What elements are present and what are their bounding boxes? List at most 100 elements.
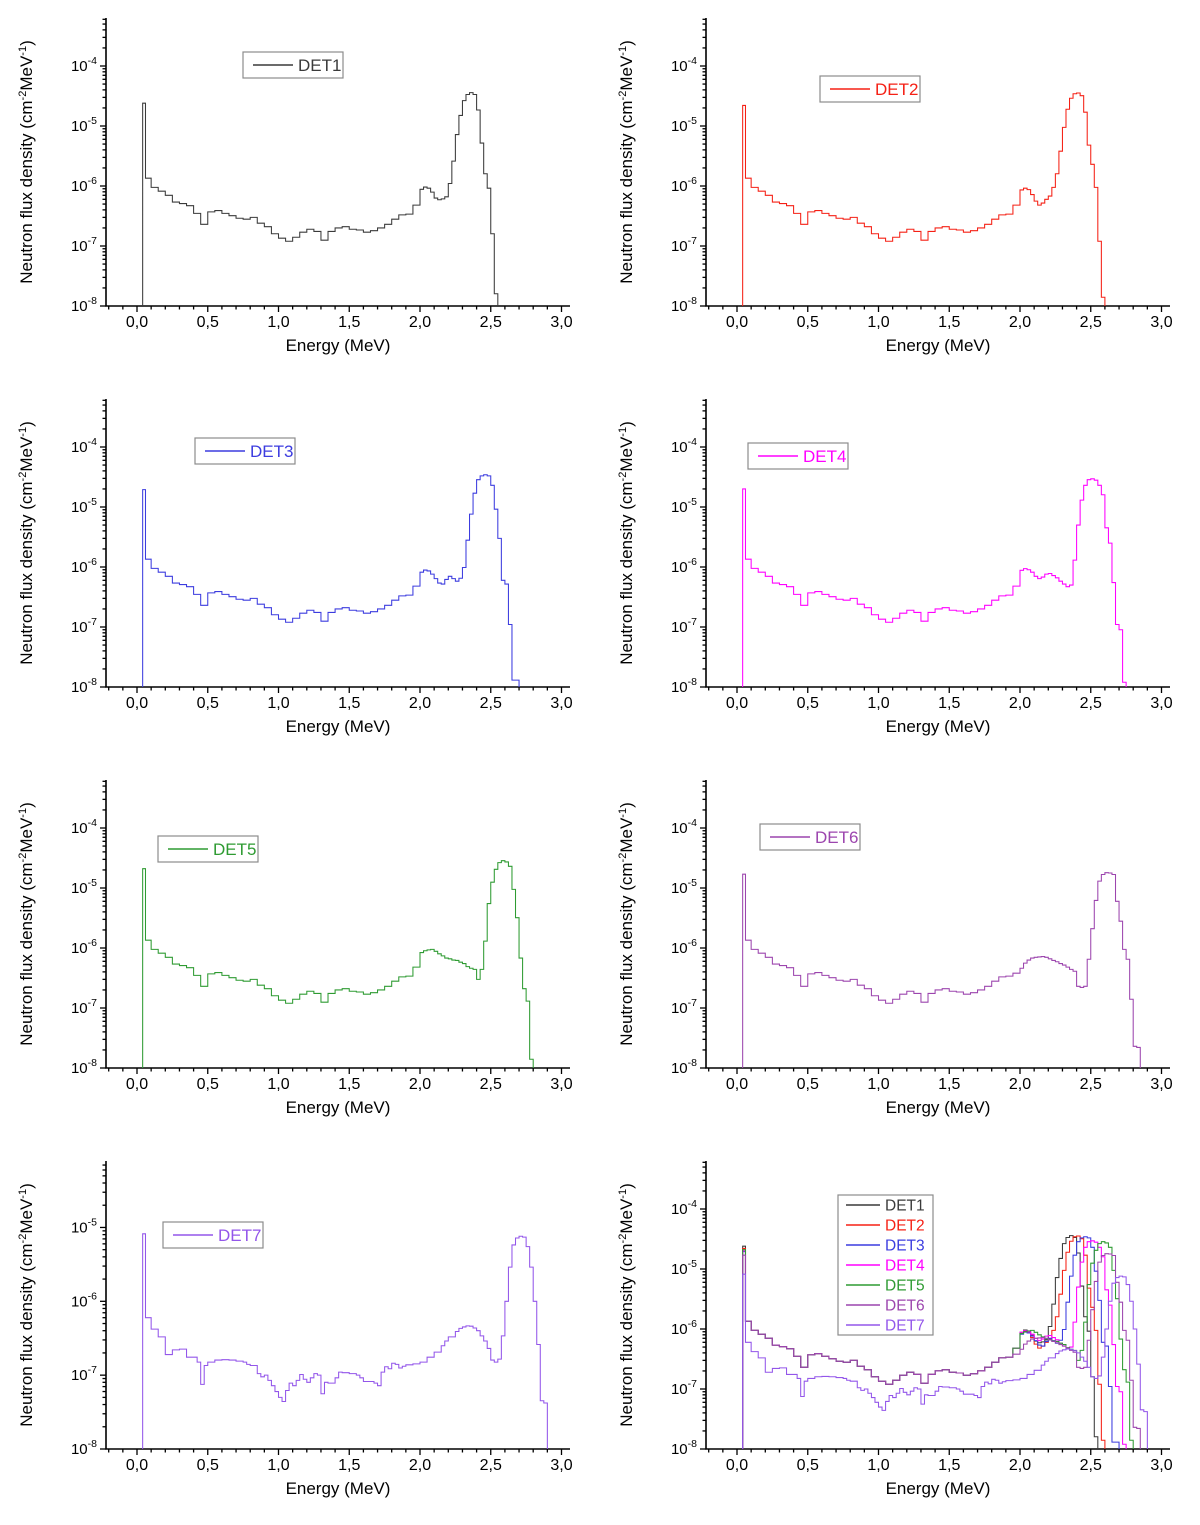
x-tick-label: 0,5	[797, 1457, 819, 1474]
x-tick-label: 0,0	[726, 1457, 748, 1474]
y-tick-label: 10-8	[71, 1057, 97, 1077]
x-tick-label: 3,0	[1150, 1457, 1172, 1474]
x-tick-label: 2,5	[480, 1457, 502, 1474]
chart-panel-det1: 0,0 0,5 1,0 1,5 2,0 2,5 3,0 10-8 10-7 10-6 10-5 10-…	[17, 18, 573, 355]
x-tick-label: 3,0	[1150, 314, 1172, 331]
x-tick-label: 1,0	[267, 1457, 289, 1474]
axes-lines	[105, 399, 570, 688]
x-tick-label: 1,5	[938, 1457, 960, 1474]
y-tick-label: 10-7	[671, 616, 697, 636]
x-tick-label: 1,0	[867, 1457, 889, 1474]
y-axis-title: Neutron flux density (cm-2MeV-1)	[617, 802, 636, 1046]
y-axis-title: Neutron flux density (cm-2MeV-1)	[17, 421, 36, 665]
y-tick-label: 10-6	[671, 175, 697, 195]
legend-item-DET3: DET3	[250, 442, 293, 461]
y-tick-label: 10-5	[671, 115, 697, 135]
x-tick-label: 1,0	[867, 1076, 889, 1093]
y-tick-label: 10-4	[71, 817, 97, 837]
x-tick-label: 1,0	[267, 695, 289, 712]
x-tick-label: 1,5	[338, 314, 360, 331]
y-tick-label: 10-4	[671, 817, 697, 837]
y-axis-title: Neutron flux density (cm-2MeV-1)	[17, 1183, 36, 1427]
chart-panel-det7: 0,0 0,5 1,0 1,5 2,0 2,5 3,0 10-8 10-7 10-6 10-5 Ene…	[17, 1161, 573, 1498]
y-tick-label: 10-4	[71, 436, 97, 456]
y-tick-label: 10-6	[71, 556, 97, 576]
curve-DET7	[142, 1233, 548, 1449]
x-tick-label: 2,0	[409, 695, 431, 712]
y-tick-label: 10-8	[671, 676, 697, 696]
legend-item-DET2: DET2	[885, 1218, 925, 1235]
x-axis-title: Energy (MeV)	[886, 1098, 991, 1117]
y-tick-label: 10-5	[71, 496, 97, 516]
y-tick-label: 10-5	[71, 877, 97, 897]
y-tick-label: 10-5	[71, 1216, 97, 1236]
chart-panel-det3: 0,0 0,5 1,0 1,5 2,0 2,5 3,0 10-8 10-7 10-6 10-5 10-…	[17, 399, 573, 736]
x-tick-label: 0,5	[797, 1076, 819, 1093]
y-axis-title: Neutron flux density (cm-2MeV-1)	[17, 802, 36, 1046]
x-tick-label: 0,0	[126, 695, 148, 712]
x-tick-label: 0,5	[197, 1076, 219, 1093]
axes-lines	[705, 780, 1170, 1069]
y-tick-label: 10-8	[671, 295, 697, 315]
curve-DET3	[142, 474, 520, 687]
chart-panel-combined: 0,0 0,5 1,0 1,5 2,0 2,5 3,0 10-8 10-7 10-6 10-5 10-…	[617, 1161, 1173, 1498]
x-tick-label: 2,0	[409, 1076, 431, 1093]
curve-DET6	[742, 872, 1141, 1068]
x-tick-label: 1,5	[938, 695, 960, 712]
y-tick-label: 10-5	[671, 1258, 697, 1278]
x-tick-label: 1,0	[267, 314, 289, 331]
y-axis-title: Neutron flux density (cm-2MeV-1)	[617, 40, 636, 284]
y-tick-label: 10-6	[71, 1290, 97, 1310]
y-tick-label: 10-4	[671, 55, 697, 75]
x-tick-label: 0,5	[797, 695, 819, 712]
axes-lines	[105, 1161, 570, 1450]
x-tick-label: 1,0	[867, 314, 889, 331]
x-tick-label: 0,0	[126, 1076, 148, 1093]
chart-panel-det2: 0,0 0,5 1,0 1,5 2,0 2,5 3,0 10-8 10-7 10-6 10-5 10-…	[617, 18, 1173, 355]
y-tick-label: 10-8	[671, 1057, 697, 1077]
x-tick-label: 3,0	[550, 314, 572, 331]
y-tick-label: 10-8	[71, 676, 97, 696]
y-tick-label: 10-6	[671, 556, 697, 576]
y-tick-label: 10-4	[71, 55, 97, 75]
x-tick-label: 3,0	[1150, 1076, 1172, 1093]
x-tick-label: 3,0	[550, 1076, 572, 1093]
x-axis-title: Energy (MeV)	[286, 717, 391, 736]
axes-lines	[705, 18, 1170, 307]
x-tick-label: 2,5	[1080, 314, 1102, 331]
y-tick-label: 10-6	[71, 175, 97, 195]
y-tick-label: 10-6	[671, 1318, 697, 1338]
x-tick-label: 0,0	[726, 314, 748, 331]
x-tick-label: 2,0	[1009, 1457, 1031, 1474]
x-axis-title: Energy (MeV)	[286, 1098, 391, 1117]
y-tick-label: 10-4	[671, 1198, 697, 1218]
x-tick-label: 1,0	[267, 1076, 289, 1093]
curve-DET7	[742, 1273, 1148, 1449]
x-tick-label: 0,5	[197, 1457, 219, 1474]
legend-item-DET1: DET1	[885, 1198, 925, 1215]
x-tick-label: 2,0	[1009, 314, 1031, 331]
x-axis-title: Energy (MeV)	[886, 1479, 991, 1498]
x-tick-label: 3,0	[550, 1457, 572, 1474]
x-tick-label: 3,0	[550, 695, 572, 712]
y-tick-label: 10-8	[71, 1438, 97, 1458]
y-tick-label: 10-7	[71, 1364, 97, 1384]
y-tick-label: 10-7	[71, 997, 97, 1017]
x-tick-label: 2,0	[409, 314, 431, 331]
y-tick-label: 10-6	[671, 937, 697, 957]
x-axis-title: Energy (MeV)	[886, 717, 991, 736]
y-axis-title: Neutron flux density (cm-2MeV-1)	[617, 1183, 636, 1427]
legend-item-DET7: DET7	[885, 1318, 925, 1335]
legend-item-DET6: DET6	[885, 1298, 925, 1315]
axes-lines	[705, 1161, 1170, 1450]
x-tick-label: 0,5	[197, 695, 219, 712]
x-tick-label: 2,5	[1080, 1457, 1102, 1474]
x-tick-label: 0,5	[797, 314, 819, 331]
y-tick-label: 10-4	[671, 436, 697, 456]
y-tick-label: 10-7	[71, 616, 97, 636]
legend-item-DET4: DET4	[803, 447, 846, 466]
y-tick-label: 10-7	[671, 997, 697, 1017]
x-tick-label: 0,5	[197, 314, 219, 331]
